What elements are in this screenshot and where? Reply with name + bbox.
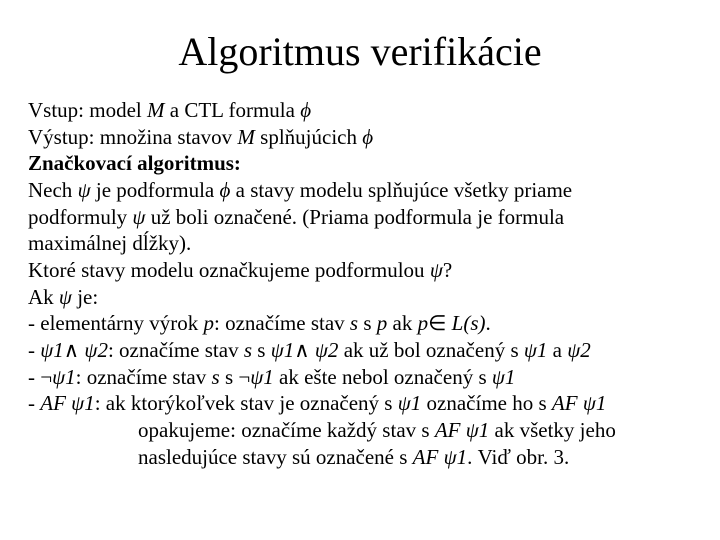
text: s [252, 338, 271, 362]
slide-title: Algoritmus verifikácie [28, 28, 692, 75]
symbol-af: AF [552, 391, 583, 415]
line-10: - ψ1∧ ψ2: označíme stav s s ψ1∧ ψ2 ak už… [28, 337, 692, 364]
symbol-psi1: ψ1 [524, 338, 548, 362]
line-heading: Značkovací algoritmus: [28, 150, 692, 177]
text: Vstup: model [28, 98, 147, 122]
symbol-psi1: ψ1 [398, 391, 422, 415]
text: ak všetky jeho [489, 418, 616, 442]
symbol-m: M [237, 125, 255, 149]
symbol-ls: L(s) [452, 311, 486, 335]
symbol-in: ∈ [428, 311, 452, 335]
line-input: Vstup: model M a CTL formula ϕ [28, 97, 692, 124]
symbol-psi: ψ [132, 205, 150, 229]
line-output: Výstup: množina stavov M splňujúcich ϕ [28, 124, 692, 151]
symbol-af: AF [413, 445, 444, 469]
line-13: opakujeme: označíme každý stav s AF ψ1 a… [28, 417, 692, 444]
slide: Algoritmus verifikácie Vstup: model M a … [0, 0, 720, 540]
text: : ak ktorýkoľvek stav je označený s [95, 391, 398, 415]
line-5: podformuly ψ už boli označené. (Priama p… [28, 204, 692, 231]
text: Výstup: množina stavov [28, 125, 237, 149]
text: ak [387, 311, 417, 335]
symbol-m: M [147, 98, 165, 122]
text: splňujúcich [255, 125, 362, 149]
symbol-psi1: ψ1 [492, 365, 516, 389]
text: Nech [28, 178, 78, 202]
text: označíme ho s [421, 391, 552, 415]
symbol-psi1: ψ1 [52, 365, 76, 389]
text: : označíme stav [214, 311, 350, 335]
text: Ak [28, 285, 59, 309]
text: - [28, 338, 40, 362]
line-6: maximálnej dĺžky). [28, 230, 692, 257]
text: a [547, 338, 567, 362]
symbol-af: AF [40, 391, 71, 415]
symbol-s: s [212, 365, 220, 389]
text: : označíme stav [108, 338, 244, 362]
symbol-not: ¬ [40, 365, 52, 389]
symbol-and: ∧ [64, 338, 85, 362]
line-14: nasledujúce stavy sú označené s AF ψ1. V… [28, 444, 692, 471]
text: už boli označené. (Priama podformula je … [151, 205, 564, 229]
text: . Viď obr. 3. [467, 445, 569, 469]
text: - [28, 365, 40, 389]
text: s [358, 311, 377, 335]
line-12: - AF ψ1: ak ktorýkoľvek stav je označený… [28, 390, 692, 417]
text: s [220, 365, 239, 389]
symbol-psi1: ψ1 [444, 445, 468, 469]
symbol-and: ∧ [294, 338, 315, 362]
text: ak už bol označený s [338, 338, 523, 362]
symbol-psi: ψ [78, 178, 96, 202]
symbol-phi: ϕ [300, 98, 311, 122]
symbol-p: p [418, 311, 429, 335]
line-7: Ktoré stavy modelu označkujeme podformul… [28, 257, 692, 284]
symbol-p: p [377, 311, 388, 335]
symbol-psi: ψ [59, 285, 77, 309]
symbol-p: p [204, 311, 215, 335]
text: podformuly [28, 205, 132, 229]
symbol-psi1: ψ1 [71, 391, 95, 415]
text: nasledujúce stavy sú označené s [138, 445, 413, 469]
text: a CTL formula [165, 98, 301, 122]
symbol-psi: ψ [430, 258, 443, 282]
symbol-af: AF [435, 418, 466, 442]
text: je: [77, 285, 98, 309]
symbol-psi2: ψ2 [567, 338, 591, 362]
line-9: - elementárny výrok p: označíme stav s s… [28, 310, 692, 337]
heading-text: Značkovací algoritmus: [28, 151, 241, 175]
symbol-psi1: ψ1 [250, 365, 274, 389]
text: je podformula [96, 178, 220, 202]
symbol-psi1: ψ1 [466, 418, 490, 442]
line-11: - ¬ψ1: označíme stav s s ¬ψ1 ak ešte neb… [28, 364, 692, 391]
line-4: Nech ψ je podformula ϕ a stavy modelu sp… [28, 177, 692, 204]
symbol-not: ¬ [238, 365, 250, 389]
symbol-phi: ϕ [220, 178, 231, 202]
symbol-s: s [350, 311, 358, 335]
symbol-psi1: ψ1 [271, 338, 295, 362]
text: - elementárny výrok [28, 311, 204, 335]
symbol-psi2: ψ2 [315, 338, 339, 362]
symbol-psi2: ψ2 [84, 338, 108, 362]
symbol-psi1: ψ1 [40, 338, 64, 362]
text: a stavy modelu splňujúce všetky priame [230, 178, 572, 202]
slide-body: Vstup: model M a CTL formula ϕ Výstup: m… [28, 97, 692, 470]
symbol-s: s [244, 338, 252, 362]
text: . [486, 311, 491, 335]
text: : označíme stav [76, 365, 212, 389]
text: ak ešte nebol označený s [274, 365, 492, 389]
text: ? [443, 258, 452, 282]
symbol-phi: ϕ [362, 125, 373, 149]
text: maximálnej dĺžky). [28, 231, 191, 255]
line-8: Ak ψ je: [28, 284, 692, 311]
text: opakujeme: označíme každý stav s [138, 418, 435, 442]
text: - [28, 391, 40, 415]
text: Ktoré stavy modelu označkujeme podformul… [28, 258, 430, 282]
symbol-psi1: ψ1 [583, 391, 607, 415]
